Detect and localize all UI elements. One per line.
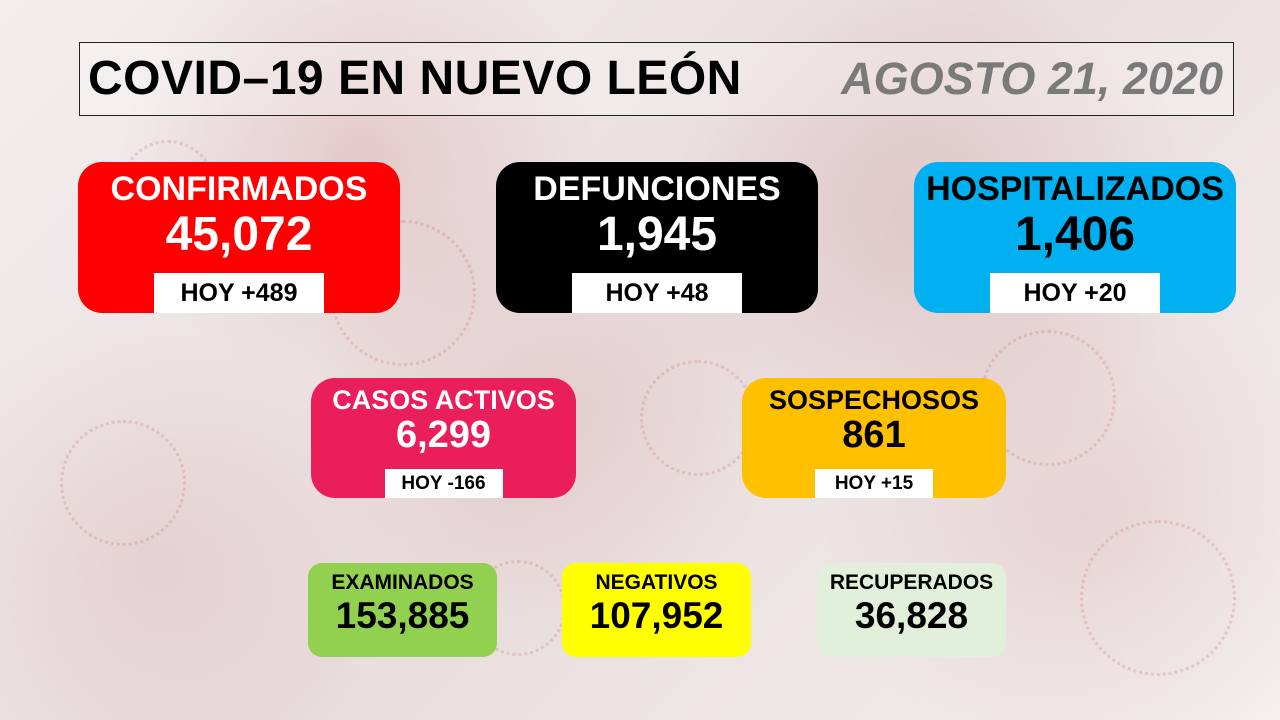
sospechosos-today: HOY +15 — [815, 469, 933, 498]
sospechosos-card: SOSPECHOSOS 861 HOY +15 — [742, 378, 1006, 498]
hospitalizados-value: 1,406 — [1014, 208, 1136, 261]
negativos-card: NEGATIVOS 107,952 — [562, 563, 751, 657]
virus-decoration — [640, 360, 756, 476]
hospitalizados-label: HOSPITALIZADOS — [926, 170, 1224, 208]
hospitalizados-card: HOSPITALIZADOS 1,406 HOY +20 — [914, 162, 1236, 313]
recuperados-label: RECUPERADOS — [829, 571, 994, 594]
casos-activos-value: 6,299 — [395, 414, 492, 456]
virus-decoration — [1080, 520, 1236, 676]
title-box: COVID–19 EN NUEVO LEÓN AGOSTO 21, 2020 — [79, 42, 1234, 116]
recuperados-card: RECUPERADOS 36,828 — [817, 563, 1006, 657]
casos-activos-today: HOY -166 — [384, 469, 503, 498]
recuperados-value: 36,828 — [854, 595, 969, 636]
casos-activos-card: CASOS ACTIVOS 6,299 HOY -166 — [311, 378, 576, 498]
sospechosos-label: SOSPECHOSOS — [768, 385, 980, 415]
hospitalizados-today: HOY +20 — [990, 273, 1160, 313]
casos-activos-label: CASOS ACTIVOS — [332, 385, 555, 415]
examinados-card: EXAMINADOS 153,885 — [308, 563, 497, 657]
confirmados-today: HOY +489 — [154, 273, 324, 313]
negativos-value: 107,952 — [589, 595, 724, 636]
negativos-label: NEGATIVOS — [595, 571, 718, 594]
page-title: COVID–19 EN NUEVO LEÓN — [88, 52, 742, 105]
defunciones-today: HOY +48 — [572, 273, 742, 313]
confirmados-card: CONFIRMADOS 45,072 HOY +489 — [78, 162, 400, 313]
virus-decoration — [60, 420, 186, 546]
confirmados-value: 45,072 — [165, 208, 313, 261]
examinados-value: 153,885 — [335, 595, 470, 636]
sospechosos-value: 861 — [842, 414, 906, 456]
defunciones-card: DEFUNCIONES 1,945 HOY +48 — [496, 162, 818, 313]
defunciones-value: 1,945 — [596, 208, 718, 261]
defunciones-label: DEFUNCIONES — [533, 170, 781, 208]
report-date: AGOSTO 21, 2020 — [841, 53, 1223, 104]
examinados-label: EXAMINADOS — [331, 571, 474, 594]
confirmados-label: CONFIRMADOS — [110, 170, 368, 208]
